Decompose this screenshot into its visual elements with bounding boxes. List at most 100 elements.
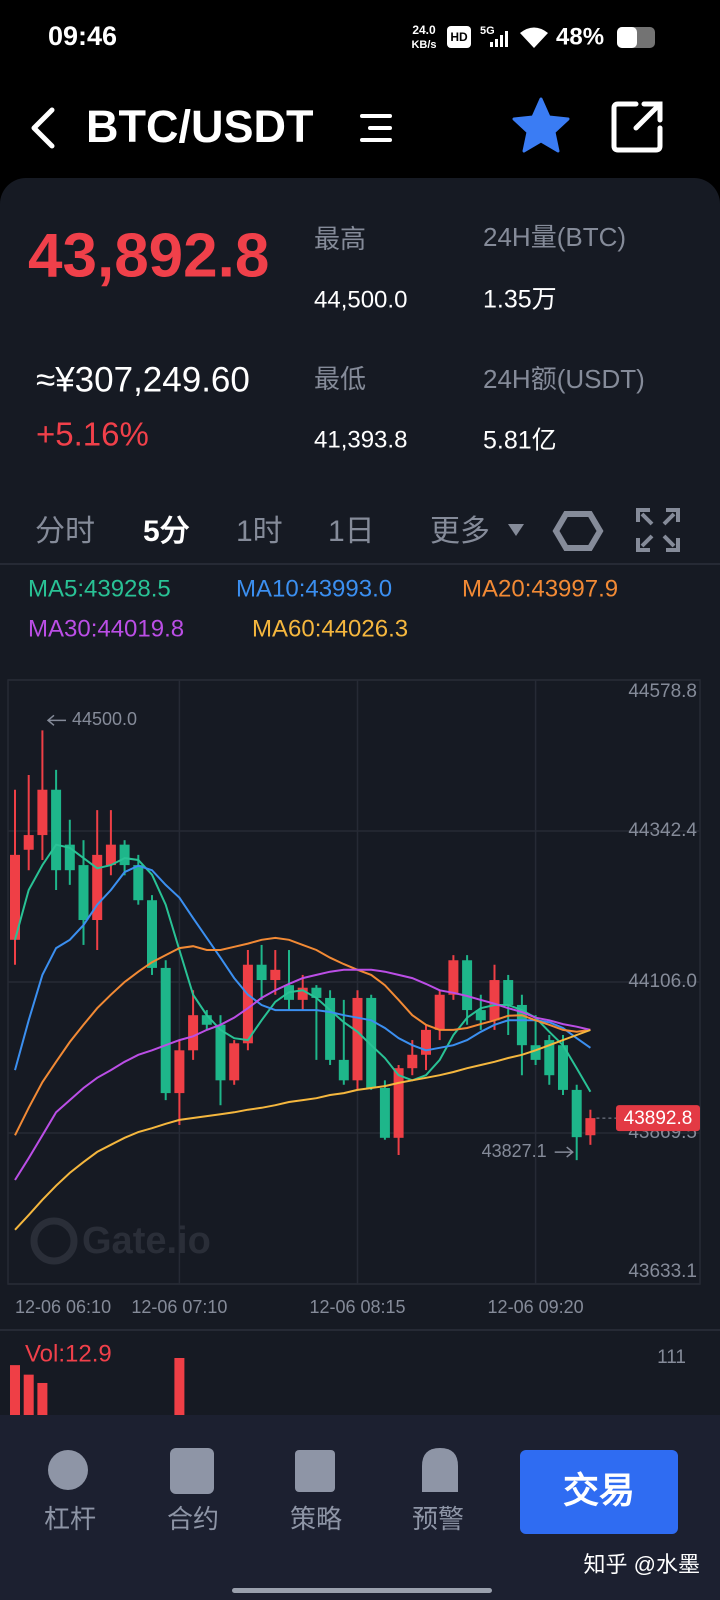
trade-label[interactable]: 交易 bbox=[563, 1470, 635, 1511]
vol-label: 24H量(BTC) bbox=[483, 222, 626, 252]
x-tick-label: 12-06 07:10 bbox=[131, 1297, 227, 1317]
candle-body bbox=[448, 960, 459, 995]
hd-label: HD bbox=[450, 30, 468, 44]
high-label: 最高 bbox=[314, 224, 366, 254]
nav-icons bbox=[48, 1448, 458, 1494]
nav-label[interactable]: 杠杆 bbox=[44, 1504, 96, 1534]
favorite-star[interactable] bbox=[512, 97, 570, 153]
last-price: 43,892.8 bbox=[28, 221, 269, 290]
nav-label[interactable]: 合约 bbox=[167, 1504, 219, 1534]
pair-menu-icon[interactable] bbox=[360, 114, 392, 142]
cny-price: ≈¥307,249.60 bbox=[36, 360, 250, 399]
candle-body bbox=[503, 980, 514, 1005]
candle-body bbox=[105, 844, 116, 866]
candle-body bbox=[462, 960, 473, 1011]
candle-body bbox=[475, 1010, 486, 1021]
legend-entry: MA10:43993.0 bbox=[236, 575, 392, 602]
y-tick-label: 43633.1 bbox=[628, 1261, 697, 1282]
kline-chart: 12-06 06:10 12-06 07:10 12-06 08:15 12-06 0… bbox=[7, 679, 701, 1317]
share-button[interactable] bbox=[611, 101, 663, 153]
legend-entry: MA30:44019.8 bbox=[28, 615, 184, 642]
candle-body bbox=[338, 1059, 349, 1081]
settings-icon[interactable] bbox=[552, 511, 604, 551]
candle-body bbox=[585, 1118, 596, 1136]
legend-entry: MA20:43997.9 bbox=[462, 575, 618, 602]
x-tick-label: 12-06 08:15 bbox=[309, 1297, 405, 1317]
x-tick-label: 12-06 06:10 bbox=[15, 1297, 111, 1317]
candle-body bbox=[51, 789, 62, 871]
candle-body bbox=[256, 964, 267, 981]
candle-body bbox=[147, 900, 157, 968]
wifi-icon bbox=[520, 27, 548, 48]
candle-body bbox=[174, 1050, 185, 1094]
nav-label[interactable]: 预警 bbox=[412, 1504, 464, 1534]
candle-body bbox=[421, 1029, 431, 1055]
y-tick-label: 44106.0 bbox=[628, 971, 697, 992]
amount-label: 24H额(USDT) bbox=[483, 364, 645, 394]
volume-tick-label: 111 bbox=[657, 1347, 686, 1368]
candle-body bbox=[311, 987, 322, 998]
annotation-arrow bbox=[46, 714, 66, 726]
change: +5.16% bbox=[36, 416, 149, 453]
ma-line bbox=[14, 864, 591, 1071]
watermark-logo bbox=[30, 1217, 78, 1265]
interval-tab[interactable]: 1时 bbox=[236, 515, 283, 548]
y-tick-label: 44578.8 bbox=[628, 681, 697, 702]
high-value: 44,500.0 bbox=[314, 286, 407, 313]
annotation-arrow bbox=[554, 1146, 574, 1158]
interval-tab[interactable]: 分时 bbox=[35, 515, 95, 548]
x-tick-label: 12-06 09:20 bbox=[488, 1297, 584, 1317]
y-tick-label: 44342.4 bbox=[628, 820, 697, 841]
ma-line bbox=[14, 1028, 591, 1231]
candle-body bbox=[78, 865, 89, 921]
candle-body bbox=[530, 1045, 541, 1060]
pair-title: BTC/USDT bbox=[86, 101, 313, 152]
candle-body bbox=[407, 1054, 418, 1069]
candle-body bbox=[37, 789, 48, 836]
interval-tabs: 分时 5分 1时 1日 更多 bbox=[35, 515, 490, 548]
candle-body bbox=[544, 1040, 555, 1076]
candle-body bbox=[325, 997, 336, 1060]
candle-body bbox=[64, 844, 75, 871]
candle-body bbox=[133, 865, 144, 901]
fullscreen-icon[interactable] bbox=[636, 508, 680, 552]
amount-value: 5.81亿 bbox=[483, 427, 557, 455]
annotation: 44500.0 bbox=[72, 709, 137, 729]
candle-body bbox=[297, 987, 308, 1000]
candle-body bbox=[188, 1015, 199, 1051]
battery-level: 48% bbox=[556, 23, 604, 50]
signal-bars bbox=[490, 31, 508, 47]
nav-label[interactable]: 策略 bbox=[290, 1504, 342, 1534]
price-tag bbox=[616, 1105, 700, 1132]
candle-body bbox=[489, 980, 500, 1021]
candle-body bbox=[516, 1004, 527, 1046]
interval-tab[interactable]: 更多 bbox=[430, 515, 490, 548]
candle-body bbox=[215, 1024, 226, 1081]
candle-body bbox=[379, 1087, 390, 1138]
ma-line bbox=[14, 843, 592, 1093]
trade-button[interactable] bbox=[520, 1450, 678, 1534]
legend-entry: MA60:44026.3 bbox=[252, 615, 408, 642]
candle-body bbox=[366, 997, 377, 1088]
back-button[interactable] bbox=[31, 107, 55, 149]
battery-fill bbox=[617, 27, 637, 48]
watermark: Gate.io bbox=[82, 1220, 211, 1262]
net-speed: 24.0 bbox=[412, 23, 436, 37]
candle-body bbox=[242, 964, 253, 1044]
nav-items: 杠杆 合约 策略 预警 bbox=[44, 1504, 464, 1534]
low-value: 41,393.8 bbox=[314, 426, 407, 453]
interval-tab[interactable]: 5分 bbox=[143, 515, 190, 548]
interval-tab[interactable]: 1日 bbox=[328, 515, 375, 548]
candle-body bbox=[92, 854, 103, 921]
vol-value: 1.35万 bbox=[483, 286, 557, 314]
hd-badge bbox=[447, 26, 471, 48]
candle-body bbox=[558, 1045, 568, 1090]
candle-body bbox=[352, 997, 363, 1081]
candle-body bbox=[201, 1015, 212, 1025]
candle-body bbox=[571, 1089, 582, 1138]
candle-body bbox=[229, 1043, 240, 1081]
status-time: 09:46 bbox=[48, 21, 117, 51]
low-label: 最低 bbox=[314, 364, 366, 394]
